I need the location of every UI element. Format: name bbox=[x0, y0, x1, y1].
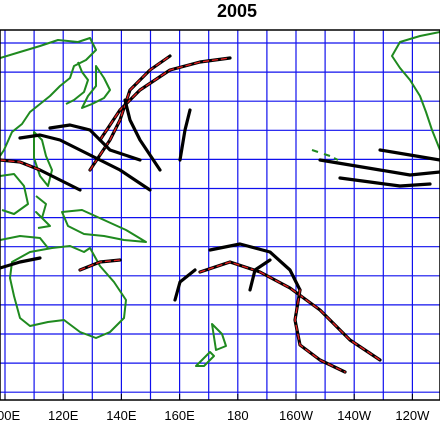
track bbox=[208, 242, 302, 292]
korea-coast bbox=[65, 61, 89, 105]
track-dash bbox=[99, 57, 231, 141]
storm-tracks bbox=[0, 54, 440, 374]
java bbox=[0, 235, 49, 249]
track bbox=[318, 158, 440, 177]
track-dash bbox=[89, 55, 171, 171]
track bbox=[248, 258, 272, 292]
philippines bbox=[33, 131, 53, 187]
x-tick-label: 140W bbox=[337, 408, 372, 423]
track bbox=[173, 268, 197, 302]
x-tick-label: 140E bbox=[106, 408, 137, 423]
new-zealand bbox=[195, 323, 227, 367]
track bbox=[18, 133, 152, 192]
x-tick-label: 180 bbox=[227, 408, 249, 423]
x-tick-label: 120W bbox=[395, 408, 430, 423]
track bbox=[198, 260, 382, 362]
track-dash bbox=[199, 261, 381, 361]
borneo bbox=[0, 173, 29, 215]
track bbox=[178, 108, 192, 162]
x-tick-label: 120E bbox=[48, 408, 79, 423]
track-dash bbox=[79, 259, 121, 271]
x-tick-label: 160E bbox=[164, 408, 195, 423]
hawaii bbox=[311, 149, 339, 161]
map-frame bbox=[0, 29, 440, 401]
japan bbox=[81, 65, 111, 109]
track-dash bbox=[294, 289, 346, 373]
track-dash bbox=[0, 159, 41, 171]
track bbox=[0, 256, 42, 270]
australia bbox=[9, 245, 127, 339]
track bbox=[378, 148, 440, 162]
sulawesi bbox=[35, 195, 51, 229]
track bbox=[98, 56, 232, 142]
x-tick-label: 160W bbox=[279, 408, 314, 423]
north-america bbox=[391, 31, 440, 151]
track bbox=[48, 123, 142, 162]
x-axis: 100E 120E 140E 160E 180 160W 140W 120W bbox=[0, 394, 430, 423]
grid bbox=[0, 30, 440, 400]
asia-coast bbox=[0, 37, 97, 157]
x-tick-label: 100E bbox=[0, 408, 21, 423]
map-title: 2005 bbox=[217, 1, 257, 21]
track bbox=[123, 98, 162, 172]
coastlines bbox=[0, 31, 440, 367]
track bbox=[338, 176, 432, 188]
new-guinea bbox=[61, 209, 147, 243]
